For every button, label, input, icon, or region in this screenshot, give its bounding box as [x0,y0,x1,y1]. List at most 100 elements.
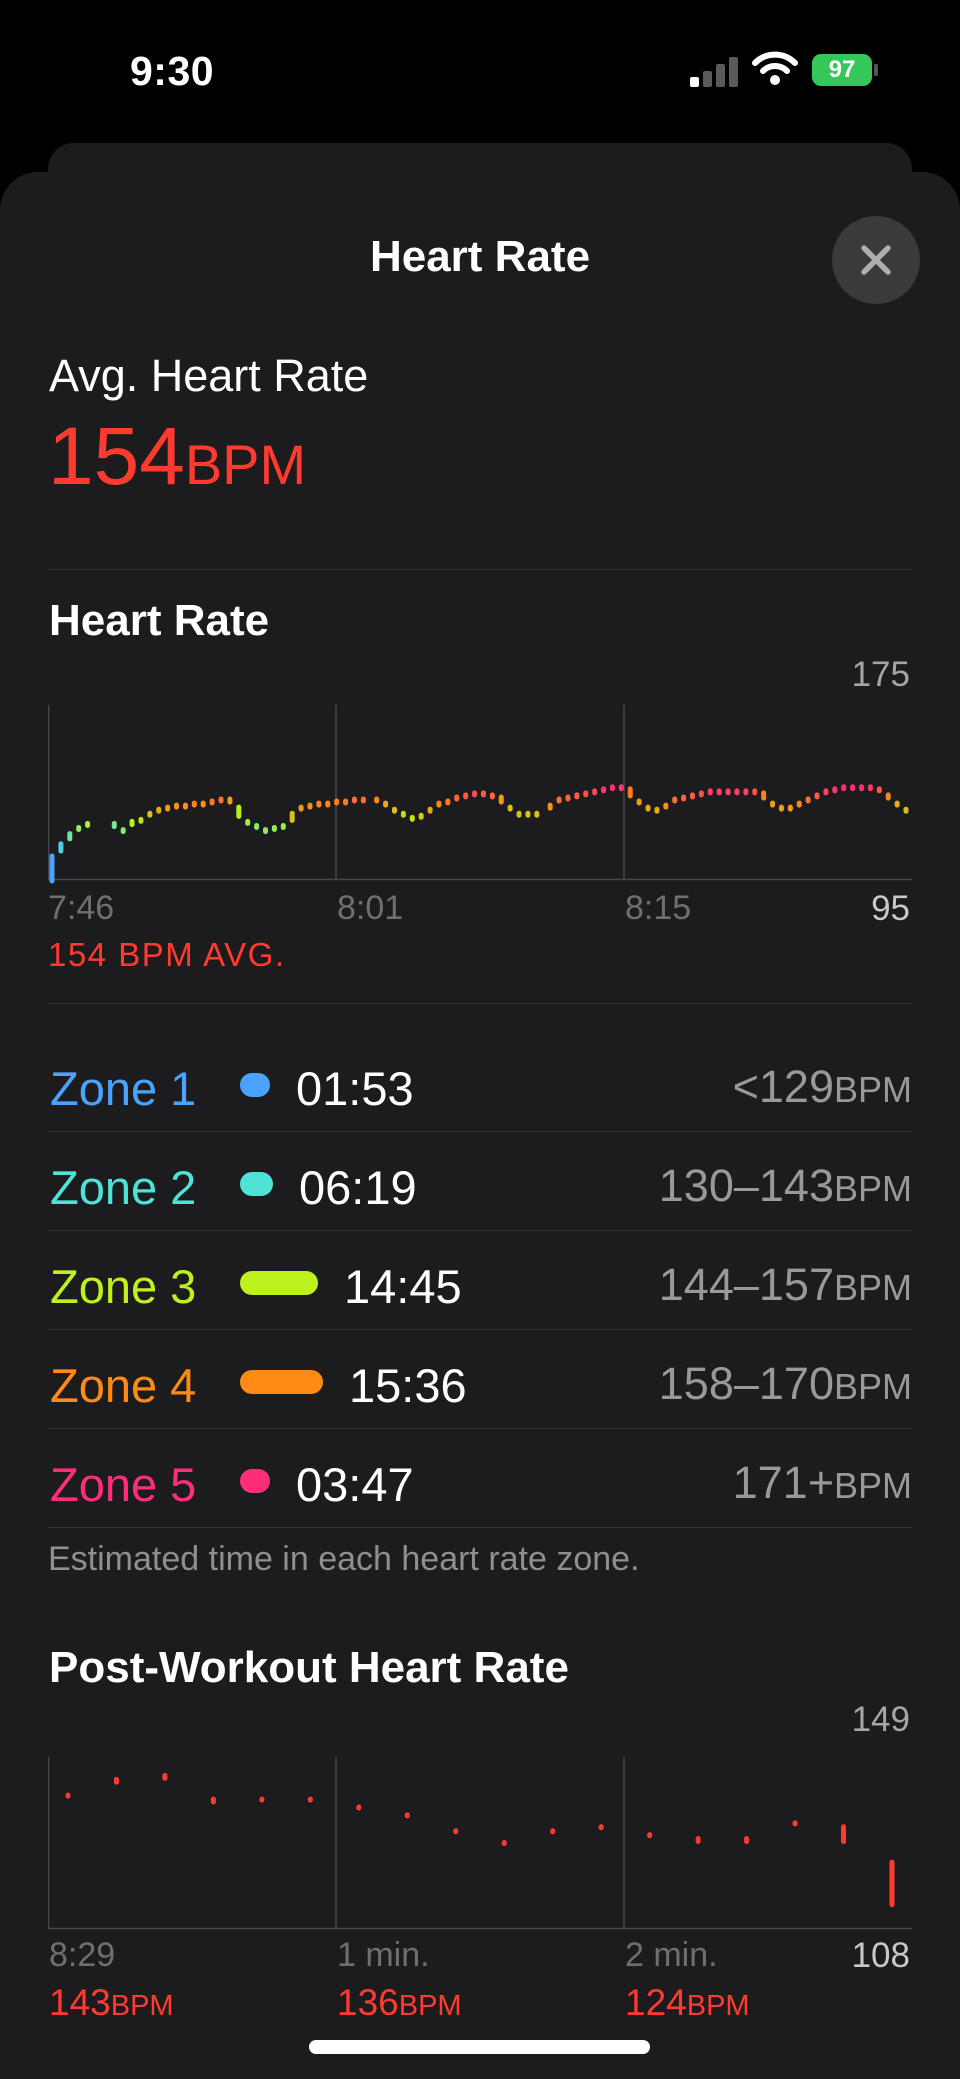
avg-heart-rate-number: 154 [48,411,185,502]
zone-range-value: 158–170 [658,1358,834,1409]
heart-rate-sample [271,825,277,833]
heart-rate-sample [690,792,695,800]
zone-duration-bar [240,1271,318,1295]
heart-rate-chart [48,705,912,884]
post-workout-sample [307,1796,313,1803]
battery-charging-icon: 97 [812,54,872,86]
heart-rate-sample [850,784,856,792]
heart-rate-sample [263,827,268,835]
sheet-title: Heart Rate [369,232,591,281]
post-workout-sample [889,1859,895,1908]
heart-rate-sample [236,804,242,819]
hr-chart-y-max: 175 [851,655,910,694]
zones-note: Estimated time in each heart rate zone. [48,1540,640,1578]
heart-rate-sample [427,806,433,814]
divider [48,1131,912,1132]
heart-rate-sample [418,812,424,820]
heart-rate-sample [734,788,740,796]
hr-chart-x-label: 7:46 [48,889,115,927]
divider [48,1329,912,1330]
heart-rate-sample [574,792,580,800]
hr-chart-y-min: 95 [871,889,910,928]
heart-rate-sample [129,818,135,828]
zone-duration-bar [240,1073,270,1097]
zone-time: 14:45 [344,1260,462,1313]
heart-rate-sample [191,800,197,808]
heart-rate-sample [400,810,406,818]
post-workout-sample [841,1824,847,1845]
post-workout-sample [598,1824,604,1831]
heart-rate-sample [654,806,660,814]
heart-rate-sample [391,806,397,814]
zone-name: Zone 1 [50,1062,197,1115]
heart-rate-sample [409,814,415,822]
heart-rate-sample [351,796,357,804]
heart-rate-sample [698,790,704,798]
zone-range: 130–143BPM [659,1160,912,1212]
heart-rate-sample [289,810,295,823]
heart-rate-sample [752,788,758,796]
heart-rate-sample [725,788,731,796]
zone-range: <129BPM [733,1061,912,1113]
zone-time: 03:47 [296,1458,414,1511]
heart-rate-sample [787,804,793,812]
heart-rate-sample [298,804,304,812]
post-chart-y-min: 108 [851,1936,910,1975]
hr-average-note: 154 BPM AVG. [48,936,286,973]
heart-rate-sample [343,798,349,806]
zone-range-value: 171+ [732,1457,834,1508]
heart-rate-chart-title: Heart Rate [49,596,270,645]
heart-rate-sample [841,784,847,792]
heart-rate-sample [894,800,900,808]
post-value-number: 136 [337,1982,399,2023]
heart-rate-sample [227,796,233,805]
post-workout-sample [113,1776,119,1785]
post-value-unit: BPM [110,1990,174,2022]
heart-rate-sample [583,790,589,798]
heart-rate-sample [876,786,882,794]
post-workout-sample [501,1840,507,1847]
battery-tip [874,64,878,76]
zone-name: Zone 5 [50,1458,197,1511]
post-workout-sample [792,1820,798,1827]
post-chart-x-label: 8:29 [49,1936,116,1974]
post-chart-x-label: 1 min. [337,1936,430,1974]
heart-rate-sample [672,796,678,804]
zone-row: Zone 3 14:45 144–157BPM [48,1231,912,1330]
heart-rate-sample [174,802,180,810]
zone-row: Zone 2 06:19 130–143BPM [48,1132,912,1231]
heart-rate-sample [463,792,469,800]
post-chart-x-label: 2 min. [625,1936,718,1974]
zone-row: Zone 4 15:36 158–170BPM [48,1330,912,1429]
post-workout-sample [695,1836,701,1845]
post-workout-sample [162,1772,168,1781]
zone-name: Zone 3 [50,1260,197,1313]
zone-time: 15:36 [349,1359,467,1412]
heart-rate-sample [147,810,153,818]
heart-rate-sample [627,786,633,799]
heart-rate-sample [58,841,64,854]
heart-rate-sample [716,788,722,796]
status-time: 9:30 [130,48,215,94]
heart-rate-sample [374,796,380,804]
status-bar: 9:30 97 [0,0,960,140]
heart-rate-sample [903,806,909,814]
home-indicator[interactable] [309,2040,650,2054]
heart-rate-sample [507,804,513,812]
avg-heart-rate-unit: BPM [184,433,307,496]
heart-rate-sample [601,786,607,794]
post-value: 143BPM [49,1982,174,2024]
heart-rate-sample [547,802,553,811]
heart-rate-sample [832,786,838,794]
zone-range: 144–157BPM [659,1259,912,1311]
zone-row: Zone 1 01:53 <129BPM [48,1033,912,1132]
close-button[interactable] [832,216,920,304]
post-value-unit: BPM [686,1990,750,2022]
zone-range-value: <129 [732,1061,834,1112]
heart-rate-sample [156,806,162,814]
heart-rate-sample [796,800,802,808]
post-workout-sample [453,1828,459,1835]
avg-heart-rate-label: Avg. Heart Rate [49,350,369,401]
heart-rate-sample [120,827,126,835]
post-workout-title: Post-Workout Heart Rate [49,1643,569,1692]
